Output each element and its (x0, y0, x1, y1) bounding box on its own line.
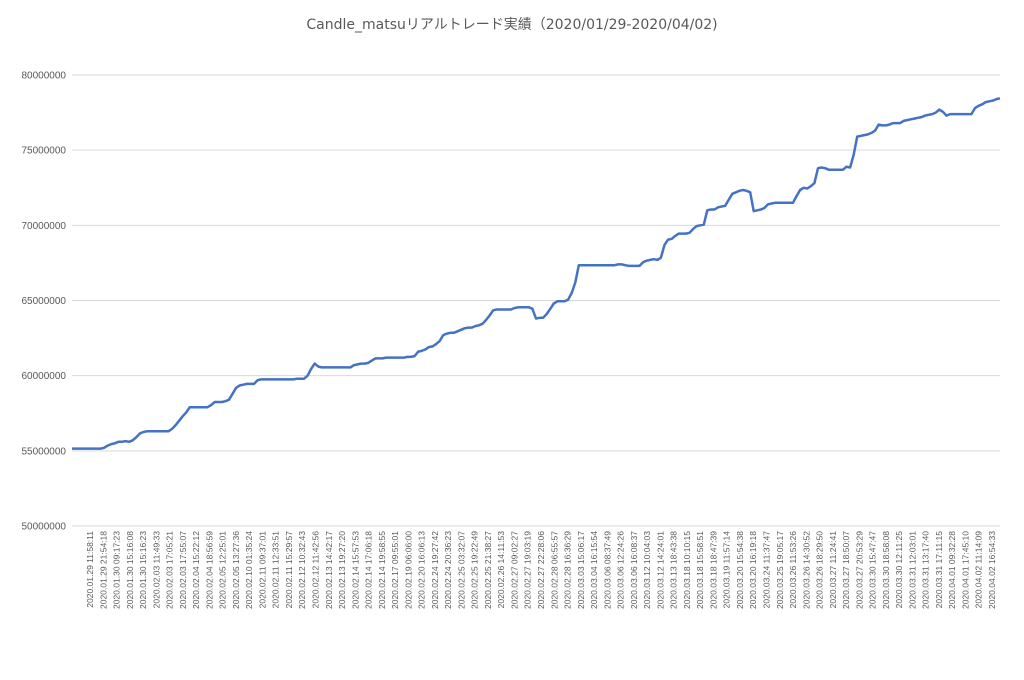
x-tick-label: 2020.02.26 14:11:53 (496, 531, 506, 609)
gridlines (72, 74, 1000, 527)
x-tick-label: 2020.03.12 10:04:03 (642, 531, 652, 609)
x-tick-label: 2020.03.27 18:50:07 (841, 531, 851, 609)
x-tick-label: 2020.01.30 09:17:23 (112, 531, 122, 609)
x-tick-label: 2020.02.14 19:58:55 (377, 531, 387, 609)
x-tick-label: 2020.03.31 17:11:15 (934, 531, 944, 609)
x-tick-label: 2020.03.26 14:30:52 (801, 531, 811, 609)
x-tick-label: 2020.04.02 16:54:33 (987, 531, 997, 609)
x-tick-label: 2020.02.25 19:22:49 (470, 531, 480, 609)
x-tick-label: 2020.03.06 16:08:37 (629, 531, 639, 609)
x-tick-label: 2020.02.03 17:05:21 (165, 531, 175, 609)
y-tick-label: 80000000 (22, 71, 67, 82)
x-tick-label: 2020.03.30 15:47:47 (868, 531, 878, 609)
x-tick-label: 2020.03.13 18:43:38 (669, 531, 679, 609)
x-tick-label: 2020.03.27 11:24:41 (828, 531, 838, 609)
x-tick-label: 2020.02.14 15:57:53 (350, 531, 360, 609)
x-tick-label: 2020.01.30 15:16:08 (125, 531, 135, 609)
x-tick-label: 2020.03.31 13:17:40 (921, 531, 931, 609)
x-tick-label: 2020.02.24 19:27:42 (430, 531, 440, 609)
x-tick-label: 2020.02.04 18:56:59 (204, 531, 214, 609)
x-tick-label: 2020.02.03 11:49:33 (151, 531, 161, 609)
x-tick-label: 2020.03.06 12:24:26 (616, 531, 626, 609)
x-tick-label: 2020.02.24 20:36:23 (443, 531, 453, 609)
x-tick-label: 2020.02.27 09:02:27 (509, 531, 519, 609)
x-tick-label: 2020.02.27 19:03:19 (523, 531, 533, 609)
x-tick-label: 2020.01.29 11:58:11 (85, 531, 95, 608)
x-tick-label: 2020.03.20 15:54:38 (735, 531, 745, 609)
series-line (72, 97, 1001, 450)
x-tick-label: 2020.02.13 14:42:17 (324, 531, 334, 609)
y-tick-label: 65000000 (22, 296, 67, 307)
x-tick-label: 2020.03.18 15:58:51 (695, 531, 705, 609)
x-tick-label: 2020.03.30 18:58:08 (881, 531, 891, 609)
x-tick-label: 2020.02.25 21:38:27 (483, 531, 493, 609)
x-tick-label: 2020.03.27 20:53:29 (854, 531, 864, 609)
x-tick-label: 2020.02.12 10:32:43 (297, 531, 307, 609)
x-tick-label: 2020.02.14 17:06:18 (364, 531, 374, 609)
x-tick-label: 2020.03.24 11:37:47 (762, 531, 772, 609)
x-tick-label: 2020.03.30 12:11:25 (894, 531, 904, 609)
y-tick-label: 60000000 (22, 371, 67, 382)
chart-title: Candle_matsuリアルトレード実績（2020/01/29-2020/04… (306, 17, 718, 33)
series-layer (72, 97, 1001, 450)
x-tick-label: 2020.03.19 11:57:14 (722, 531, 732, 609)
x-tick-label: 2020.02.03 17:55:07 (178, 531, 188, 609)
x-tick-label: 2020.02.05 13:27:36 (231, 531, 241, 609)
x-tick-label: 2020.03.31 12:03:01 (907, 531, 917, 609)
x-axis: 2020.01.29 11:58:11 2020.01.29 21:54:18 20… (85, 531, 997, 609)
x-tick-label: 2020.02.28 06:55:57 (549, 531, 559, 609)
x-tick-label: 2020.02.19 06:06:00 (403, 531, 413, 609)
x-tick-label: 2020.02.13 19:27:20 (337, 531, 347, 609)
x-tick-label: 2020.02.28 16:36:29 (563, 531, 573, 609)
x-tick-label: 2020.02.05 12:25:01 (218, 531, 228, 609)
x-tick-label: 2020.03.26 18:29:50 (815, 531, 825, 609)
x-tick-label: 2020.03.18 18:47:39 (708, 531, 718, 609)
x-tick-label: 2020.02.10 01:35:24 (244, 531, 254, 609)
x-tick-label: 2020.03.06 08:37:49 (602, 531, 612, 609)
y-tick-label: 50000000 (22, 522, 67, 533)
x-tick-label: 2020.03.26 11:53:26 (788, 531, 798, 609)
x-tick-label: 2020.01.29 21:54:18 (98, 531, 108, 609)
x-tick-label: 2020.02.17 09:55:01 (390, 531, 400, 609)
x-tick-label: 2020.03.18 10:10:15 (682, 531, 692, 609)
x-tick-label: 2020.04.01 17:45:10 (960, 531, 970, 609)
x-tick-label: 2020.02.27 22:28:06 (536, 531, 546, 609)
x-tick-label: 2020.03.03 15:06:17 (576, 531, 586, 609)
y-tick-label: 55000000 (22, 446, 67, 457)
x-tick-label: 2020.02.25 03:32:07 (456, 531, 466, 609)
x-tick-label: 2020.02.11 09:37:01 (257, 531, 267, 609)
x-tick-label: 2020.03.12 14:24:01 (655, 531, 665, 609)
x-tick-label: 2020.02.11 15:29:57 (284, 531, 294, 609)
x-tick-label: 2020.04.01 09:32:28 (947, 531, 957, 609)
x-tick-label: 2020.01.30 15:16:23 (138, 531, 148, 609)
x-tick-label: 2020.02.04 15:22:12 (191, 531, 201, 609)
y-axis: 80000000 75000000 70000000 65000000 60000000… (22, 71, 67, 533)
x-tick-label: 2020.02.20 16:06:13 (417, 531, 427, 609)
y-tick-label: 70000000 (22, 221, 67, 232)
x-tick-label: 2020.04.02 11:14:09 (974, 531, 984, 609)
x-tick-label: 2020.03.04 16:15:54 (589, 531, 599, 609)
y-tick-label: 75000000 (22, 146, 67, 157)
x-tick-label: 2020.02.11 12:33:51 (271, 531, 281, 609)
x-tick-label: 2020.02.12 11:42:56 (311, 531, 321, 609)
x-tick-label: 2020.03.20 16:19:18 (748, 531, 758, 609)
x-tick-label: 2020.03.25 19:05:17 (775, 531, 785, 609)
